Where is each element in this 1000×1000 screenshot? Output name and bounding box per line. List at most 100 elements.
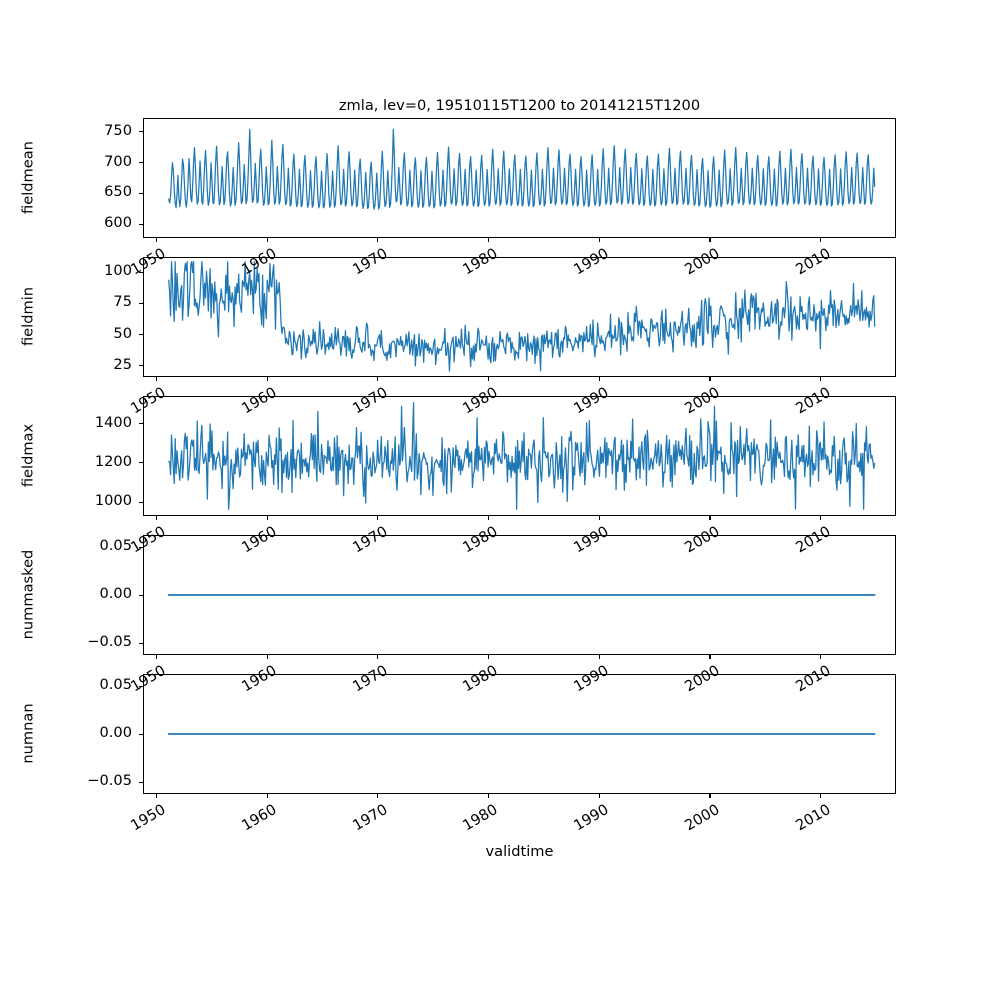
y-tick-label: 700 [104,152,132,170]
x-axis-label: validtime [485,843,554,860]
y-tick-label: 0.00 [99,585,133,602]
x-tick-mark [155,238,157,243]
x-tick-mark [820,655,822,660]
x-tick-mark [155,516,157,521]
x-tick-label: 2000 [681,801,723,835]
y-tick-mark [138,223,143,225]
panel-nummasked [143,535,896,655]
y-tick-label: 750 [104,121,132,139]
x-tick-mark [487,655,490,660]
y-tick-label: −0.05 [87,633,132,650]
y-tick-mark [138,642,143,644]
panel-fieldmax [143,396,896,516]
x-tick-mark [598,238,600,243]
x-tick-label: 1960 [238,801,280,835]
x-tick-label: 1950 [128,801,169,835]
y-axis-label-nummasked: nummasked [19,549,37,640]
x-tick-mark [820,516,822,521]
x-tick-mark [487,794,490,799]
x-tick-mark [266,516,268,521]
y-tick-mark [138,162,143,164]
y-tick-mark [138,462,143,464]
x-tick-mark [820,238,822,243]
x-tick-mark [487,516,490,521]
y-tick-label: 100 [104,262,132,279]
x-tick-mark [377,238,379,243]
fieldmin-line-svg [144,258,895,376]
fieldmax-line [169,403,875,509]
x-tick-mark [155,655,157,660]
y-tick-mark [138,546,143,548]
x-tick-mark [266,377,268,382]
y-tick-label: 50 [113,324,132,342]
x-tick-mark [709,794,711,799]
y-tick-mark [138,594,143,596]
x-tick-mark [155,377,157,382]
x-tick-mark [709,238,711,243]
y-tick-mark [138,334,143,336]
x-tick-mark [155,794,157,799]
y-tick-mark [138,302,143,304]
fieldmean-line-svg [144,119,895,237]
y-tick-label: 650 [104,183,132,201]
numnan-line-svg [144,675,895,793]
x-tick-mark [266,794,268,799]
x-tick-mark [377,794,379,799]
x-tick-mark [266,655,268,660]
x-tick-mark [598,377,600,382]
y-tick-label: −0.05 [87,772,132,789]
y-tick-mark [138,423,143,425]
nummasked-line-svg [144,536,895,654]
y-axis-label-fieldmean: fieldmean [19,141,37,214]
x-tick-label: 1990 [571,801,612,835]
y-tick-label: 25 [113,355,132,373]
x-tick-mark [598,794,600,799]
panel-fieldmin [143,257,896,377]
y-axis-label-fieldmin: fieldmin [19,287,37,347]
x-tick-mark [820,377,822,382]
x-tick-mark [709,377,711,382]
y-tick-mark [138,365,143,367]
y-tick-mark [138,733,143,735]
y-tick-mark [138,685,143,687]
x-tick-mark [377,655,379,660]
x-tick-mark [598,655,600,660]
fieldmin-line [169,262,875,371]
y-tick-mark [138,781,143,783]
x-tick-mark [377,516,379,521]
y-tick-label: 0.05 [99,537,133,554]
y-tick-mark [138,192,143,194]
x-tick-mark [709,655,711,660]
panel-fieldmean-plot [144,119,895,237]
panel-numnan-plot [144,675,895,793]
y-tick-mark [138,501,143,503]
x-tick-mark [377,377,379,382]
y-tick-label: 1000 [94,492,132,510]
y-axis-label-fieldmax: fieldmax [19,423,37,488]
x-tick-mark [266,238,268,243]
y-tick-mark [138,131,143,133]
panel-fieldmax-plot [144,397,895,515]
x-tick-label: 1970 [349,801,391,835]
y-axis-label-numnan: numnan [19,703,37,764]
x-tick-label: 2010 [792,801,834,835]
x-tick-label: 1980 [460,801,501,835]
x-tick-mark [820,794,822,799]
figure-title: zmla, lev=0, 19510115T1200 to 20141215T1… [338,97,701,114]
y-tick-label: 1200 [94,452,132,470]
y-tick-mark [138,271,143,273]
y-tick-label: 1400 [94,413,132,431]
fieldmean-line [169,129,875,209]
x-tick-mark [709,516,711,521]
y-tick-label: 75 [113,293,132,311]
y-tick-label: 0.00 [99,724,133,741]
y-tick-label: 600 [104,214,132,232]
panel-fieldmean [143,118,896,238]
x-tick-mark [598,516,600,521]
panel-fieldmin-plot [144,258,895,376]
y-tick-label: 0.05 [99,676,133,693]
x-tick-mark [487,377,490,382]
x-tick-mark [487,238,490,243]
fieldmax-line-svg [144,397,895,515]
